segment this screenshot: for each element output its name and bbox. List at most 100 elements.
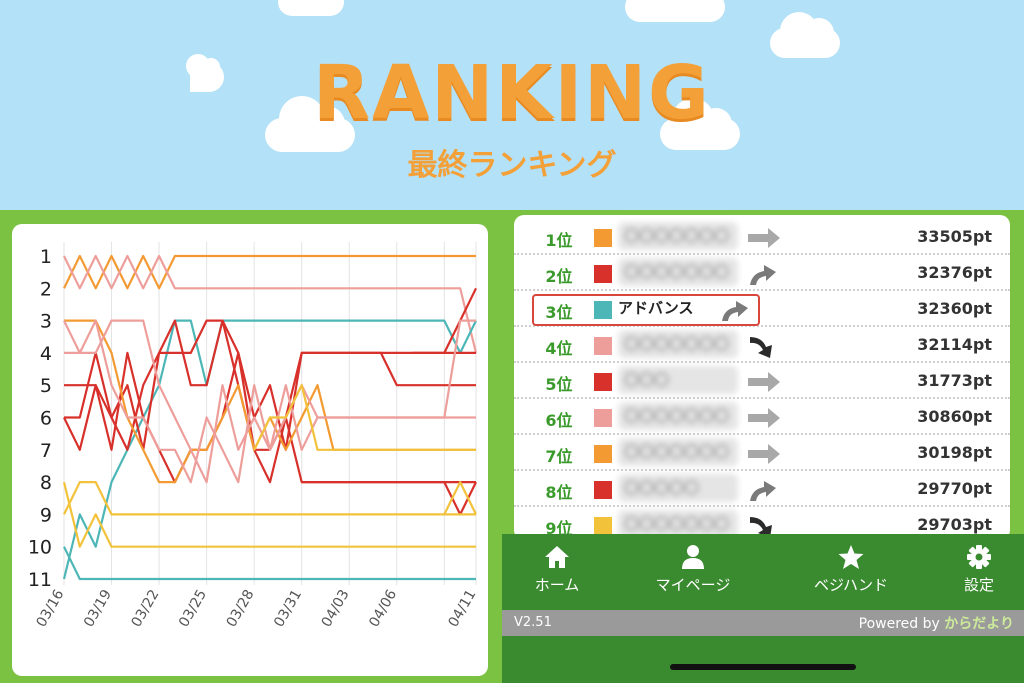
x-tick-label: 04/11 [445, 587, 479, 630]
cloud-decoration [660, 98, 740, 150]
rank-position: 9位 [545, 519, 573, 538]
team-name: 〇〇〇〇〇 [618, 474, 738, 502]
rank-points: 31773pt [917, 371, 992, 390]
page-subtitle: 最終ランキング [407, 148, 617, 183]
rank-position: 4位 [545, 339, 573, 358]
team-name: アドバンス [618, 299, 694, 317]
x-tick-label: 03/31 [271, 587, 305, 630]
gear-icon [967, 545, 991, 569]
series-line [301, 481, 477, 516]
cloud-decoration [278, 0, 344, 16]
rank-points: 29770pt [917, 479, 992, 498]
page-title: RANKING [313, 50, 711, 136]
team-name: 〇〇〇〇〇〇〇 [618, 402, 738, 430]
y-tick-label: 3 [40, 311, 52, 333]
rank-trend [746, 477, 782, 503]
user-icon [682, 545, 704, 569]
team-name: 〇〇〇〇〇〇〇 [618, 222, 738, 250]
team-color-swatch [594, 373, 612, 391]
nav-vegihand-label: ベジハンド [813, 576, 889, 594]
nav-mypage[interactable]: マイページ [638, 544, 748, 595]
bottom-nav: ホーム マイページ ベジハンド 設定 [502, 534, 1024, 610]
nav-settings-label: 設定 [963, 576, 994, 594]
series-line [443, 481, 477, 515]
team-name: 〇〇〇 [618, 366, 738, 394]
ranking-row[interactable]: 6位 〇〇〇〇〇〇〇 30860pt [514, 399, 1010, 435]
team-color-swatch [594, 409, 612, 427]
rank-position: 1位 [545, 231, 573, 250]
arrow-up-icon [750, 265, 776, 285]
team-name: 〇〇〇〇〇〇〇 [618, 438, 738, 466]
home-indicator[interactable] [670, 664, 856, 670]
ranking-row[interactable]: 5位 〇〇〇 31773pt [514, 363, 1010, 399]
series-line [64, 319, 476, 484]
rank-trend [746, 369, 782, 395]
team-color-swatch [594, 301, 612, 319]
arrow-up-icon [750, 481, 776, 501]
x-tick-label: 03/19 [81, 587, 115, 630]
team-name: 〇〇〇〇〇〇〇 [618, 258, 738, 286]
bottom-safe-area [502, 636, 1024, 683]
arrow-down-icon [750, 517, 772, 538]
series-line [63, 546, 476, 581]
rank-position: 7位 [545, 447, 573, 466]
team-color-swatch [594, 265, 612, 283]
y-tick-label: 2 [40, 278, 52, 300]
x-tick-label: 03/22 [129, 587, 163, 630]
nav-vegihand[interactable]: ベジハンド [796, 544, 906, 595]
ranking-list[interactable]: 1位 〇〇〇〇〇〇〇 33505pt 2位 〇〇〇〇〇〇〇 32376pt 3位 アドバンス 3… [514, 215, 1010, 540]
rank-trend [746, 225, 782, 251]
arrow-up-icon [722, 301, 748, 321]
rank-trend [746, 513, 782, 539]
rank-points: 30860pt [917, 407, 992, 426]
version-bar: V2.51 Powered by からだより [502, 610, 1024, 636]
arrow-right-icon [748, 372, 780, 392]
ranking-row[interactable]: 7位 〇〇〇〇〇〇〇 30198pt [514, 435, 1010, 471]
rank-position: 8位 [545, 483, 573, 502]
ranking-row[interactable]: 2位 〇〇〇〇〇〇〇 32376pt [514, 255, 1010, 291]
arrow-down-icon [750, 337, 772, 358]
rank-position: 3位 [545, 303, 573, 322]
series-line [412, 287, 477, 354]
nav-home-label: ホーム [534, 576, 580, 594]
ranking-row[interactable]: 3位 アドバンス 32360pt [514, 291, 1010, 327]
nav-settings[interactable]: 設定 [924, 544, 1024, 595]
rank-points: 33505pt [917, 227, 992, 246]
series-line [63, 254, 478, 354]
home-icon [545, 546, 569, 568]
x-tick-label: 04/03 [319, 587, 353, 630]
rank-points: 32360pt [917, 299, 992, 318]
y-tick-label: 6 [40, 408, 52, 430]
rank-position: 6位 [545, 411, 573, 430]
brand-name: からだより [944, 616, 1014, 632]
ranking-row[interactable]: 8位 〇〇〇〇〇 29770pt [514, 471, 1010, 507]
y-tick-label: 7 [40, 440, 52, 462]
nav-home[interactable]: ホーム [502, 544, 612, 595]
rank-trend [718, 297, 754, 323]
team-name: 〇〇〇〇〇〇〇 [618, 330, 738, 358]
series-line [64, 319, 476, 484]
header-banner: RANKING 最終ランキング [0, 0, 1024, 210]
ranking-row[interactable]: 9位 〇〇〇〇〇〇〇 29703pt [514, 507, 1010, 540]
x-tick-label: 03/25 [176, 587, 210, 630]
x-tick-label: 04/06 [366, 587, 400, 630]
y-tick-label: 9 [40, 504, 52, 526]
rank-trend [746, 441, 782, 467]
team-name: 〇〇〇〇〇〇〇 [618, 510, 738, 538]
rank-points: 32114pt [917, 335, 992, 354]
series-line [63, 319, 476, 484]
series-line [64, 319, 476, 484]
y-tick-label: 11 [28, 569, 52, 591]
rank-points: 29703pt [917, 515, 992, 534]
powered-by-text: Powered by [858, 616, 940, 632]
ranking-row[interactable]: 1位 〇〇〇〇〇〇〇 33505pt [514, 219, 1010, 255]
ranking-row[interactable]: 4位 〇〇〇〇〇〇〇 32114pt [514, 327, 1010, 363]
own-team-highlight [532, 294, 760, 326]
app-version: V2.51 [514, 615, 552, 630]
series-line [64, 319, 476, 484]
ranking-chart-panel: 1 2 3 4 5 6 7 8 9 10 11 03/16 03/19 03/22 03/25 03/28 03… [12, 224, 488, 676]
team-color-swatch [594, 337, 612, 355]
team-color-swatch [594, 481, 612, 499]
arrow-right-icon [748, 408, 780, 428]
